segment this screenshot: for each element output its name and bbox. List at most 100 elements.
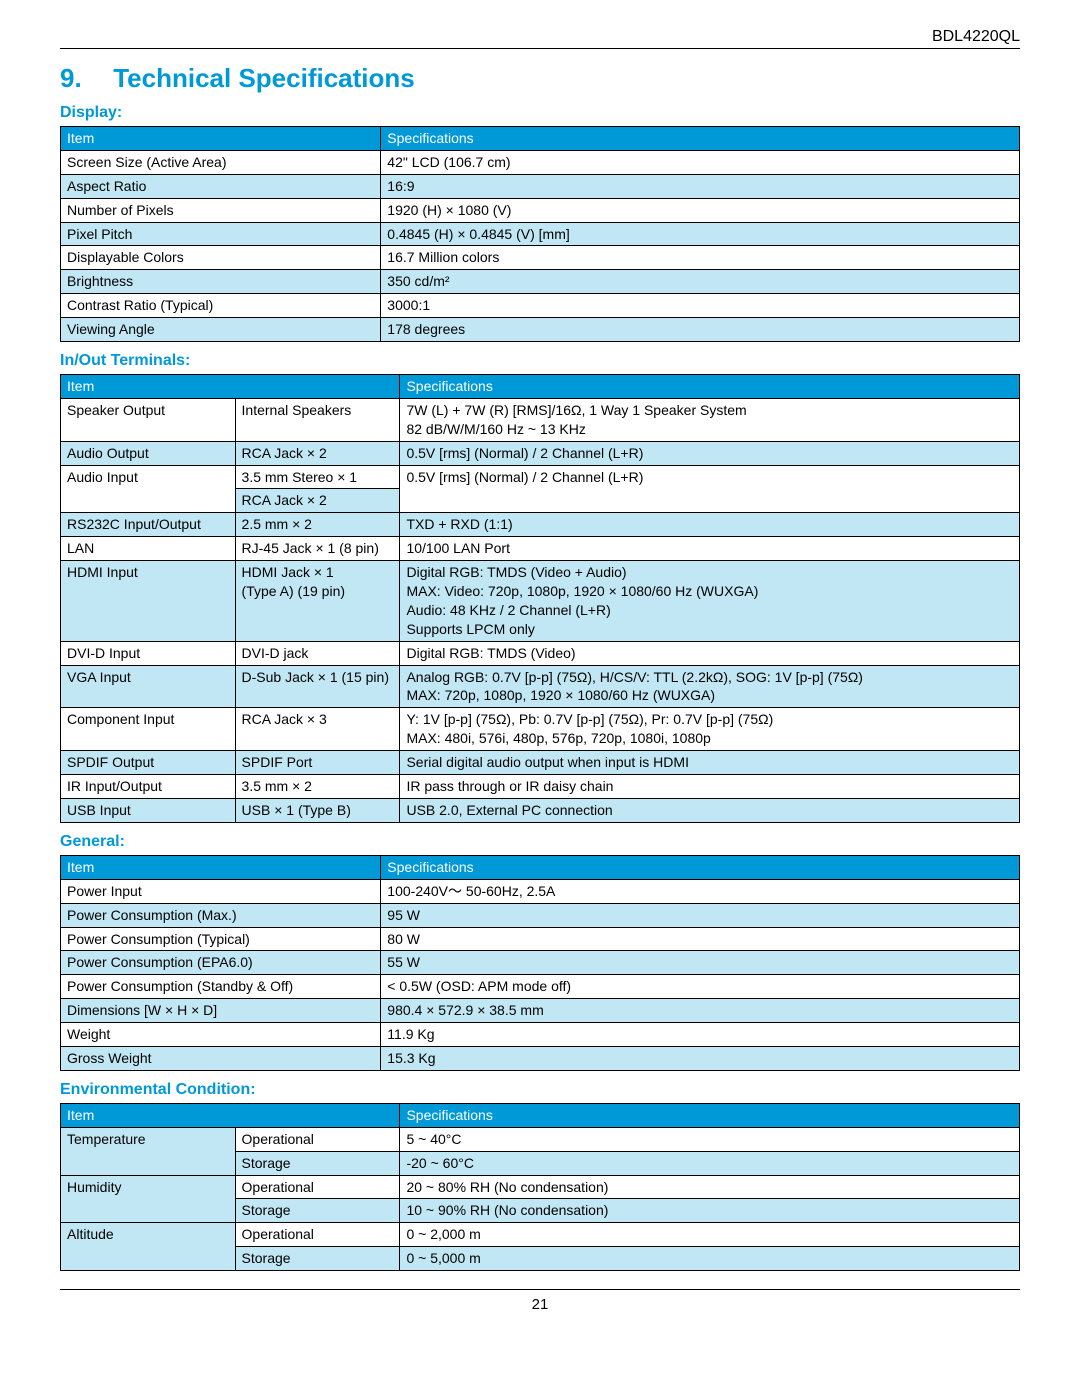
table-cell: Viewing Angle xyxy=(61,318,381,342)
table-row: Pixel Pitch0.4845 (H) × 0.4845 (V) [mm] xyxy=(61,222,1020,246)
table-cell: Analog RGB: 0.7V [p-p] (75Ω), H/CS/V: TT… xyxy=(400,665,1020,708)
table-row: Screen Size (Active Area)42" LCD (106.7 … xyxy=(61,150,1020,174)
table-terminals: Item Specifications Speaker OutputIntern… xyxy=(60,374,1020,823)
table-cell: IR Input/Output xyxy=(61,775,236,799)
table-display: Item Specifications Screen Size (Active … xyxy=(60,126,1020,342)
table-cell: TXD + RXD (1:1) xyxy=(400,513,1020,537)
table-cell: Serial digital audio output when input i… xyxy=(400,751,1020,775)
table-cell: 10/100 LAN Port xyxy=(400,537,1020,561)
table-cell: LAN xyxy=(61,537,236,561)
table-cell: 350 cd/m² xyxy=(381,270,1020,294)
table-row: Power Input100-240V〜 50-60Hz, 2.5A xyxy=(61,879,1020,903)
table-cell: 0 ~ 5,000 m xyxy=(400,1247,1020,1271)
table-cell: Y: 1V [p-p] (75Ω), Pb: 0.7V [p-p] (75Ω),… xyxy=(400,708,1020,751)
table-cell: Gross Weight xyxy=(61,1046,381,1070)
table-cell: Pixel Pitch xyxy=(61,222,381,246)
table-row: HDMI InputHDMI Jack × 1(Type A) (19 pin)… xyxy=(61,561,1020,642)
table-row: HumidityOperational20 ~ 80% RH (No conde… xyxy=(61,1175,1020,1199)
table-cell: Component Input xyxy=(61,708,236,751)
table-cell: 0.4845 (H) × 0.4845 (V) [mm] xyxy=(381,222,1020,246)
table-cell: Digital RGB: TMDS (Video + Audio)MAX: Vi… xyxy=(400,561,1020,642)
table-row: Displayable Colors16.7 Million colors xyxy=(61,246,1020,270)
table-cell: 55 W xyxy=(381,951,1020,975)
table-row: Audio OutputRCA Jack × 20.5V [rms] (Norm… xyxy=(61,441,1020,465)
table-row: Speaker OutputInternal Speakers7W (L) + … xyxy=(61,398,1020,441)
table-cell: Audio Output xyxy=(61,441,236,465)
table-cell: 16.7 Million colors xyxy=(381,246,1020,270)
table-cell: RCA Jack × 2 xyxy=(235,489,400,513)
th-spec: Specifications xyxy=(381,855,1020,879)
table-row: Audio Input3.5 mm Stereo × 10.5V [rms] (… xyxy=(61,465,1020,489)
table-cell: VGA Input xyxy=(61,665,236,708)
table-cell: 980.4 × 572.9 × 38.5 mm xyxy=(381,999,1020,1023)
table-row: Power Consumption (Typical)80 W xyxy=(61,927,1020,951)
table-row: Number of Pixels1920 (H) × 1080 (V) xyxy=(61,198,1020,222)
table-cell: Digital RGB: TMDS (Video) xyxy=(400,641,1020,665)
table-row: AltitudeOperational0 ~ 2,000 m xyxy=(61,1223,1020,1247)
table-cell: 0 ~ 2,000 m xyxy=(400,1223,1020,1247)
table-cell: IR pass through or IR daisy chain xyxy=(400,775,1020,799)
table-cell: 20 ~ 80% RH (No condensation) xyxy=(400,1175,1020,1199)
table-cell: RCA Jack × 2 xyxy=(235,441,400,465)
table-cell: Power Consumption (Standby & Off) xyxy=(61,975,381,999)
table-cell: 5 ~ 40°C xyxy=(400,1127,1020,1151)
table-cell: Dimensions [W × H × D] xyxy=(61,999,381,1023)
table-row: TemperatureOperational5 ~ 40°C xyxy=(61,1127,1020,1151)
table-row: Dimensions [W × H × D]980.4 × 572.9 × 38… xyxy=(61,999,1020,1023)
table-cell: 3.5 mm × 2 xyxy=(235,775,400,799)
table-cell: Internal Speakers xyxy=(235,398,400,441)
table-cell: Temperature xyxy=(61,1127,236,1175)
table-row: Gross Weight15.3 Kg xyxy=(61,1046,1020,1070)
table-row: Aspect Ratio16:9 xyxy=(61,174,1020,198)
th-spec: Specifications xyxy=(381,127,1020,151)
table-cell: Contrast Ratio (Typical) xyxy=(61,294,381,318)
table-row: Power Consumption (Max.)95 W xyxy=(61,903,1020,927)
th-item: Item xyxy=(61,1103,400,1127)
table-cell: Power Consumption (Max.) xyxy=(61,903,381,927)
table-row: SPDIF OutputSPDIF PortSerial digital aud… xyxy=(61,751,1020,775)
table-cell: Operational xyxy=(235,1175,400,1199)
table-cell: 3000:1 xyxy=(381,294,1020,318)
table-row: DVI-D InputDVI-D jackDigital RGB: TMDS (… xyxy=(61,641,1020,665)
table-cell: SPDIF Port xyxy=(235,751,400,775)
table-cell: 3.5 mm Stereo × 1 xyxy=(235,465,400,489)
table-cell: RCA Jack × 3 xyxy=(235,708,400,751)
table-row: Power Consumption (EPA6.0)55 W xyxy=(61,951,1020,975)
table-cell: 178 degrees xyxy=(381,318,1020,342)
table-cell: Power Consumption (Typical) xyxy=(61,927,381,951)
table-cell: Weight xyxy=(61,1023,381,1047)
table-cell: Speaker Output xyxy=(61,398,236,441)
table-cell: Operational xyxy=(235,1223,400,1247)
table-cell: D-Sub Jack × 1 (15 pin) xyxy=(235,665,400,708)
table-cell: 42" LCD (106.7 cm) xyxy=(381,150,1020,174)
table-cell: RS232C Input/Output xyxy=(61,513,236,537)
table-cell: DVI-D Input xyxy=(61,641,236,665)
table-cell: HDMI Input xyxy=(61,561,236,642)
subheading-env: Environmental Condition: xyxy=(60,1081,1020,1099)
table-general: Item Specifications Power Input100-240V〜… xyxy=(60,855,1020,1071)
table-cell: 15.3 Kg xyxy=(381,1046,1020,1070)
table-row: Viewing Angle178 degrees xyxy=(61,318,1020,342)
table-cell: Displayable Colors xyxy=(61,246,381,270)
table-cell: SPDIF Output xyxy=(61,751,236,775)
table-row: Weight11.9 Kg xyxy=(61,1023,1020,1047)
th-spec: Specifications xyxy=(400,375,1020,399)
table-cell: Storage xyxy=(235,1151,400,1175)
section-number: 9. xyxy=(60,63,106,94)
table-row: USB InputUSB × 1 (Type B)USB 2.0, Extern… xyxy=(61,798,1020,822)
table-cell: 95 W xyxy=(381,903,1020,927)
table-cell: USB × 1 (Type B) xyxy=(235,798,400,822)
table-row: Component InputRCA Jack × 3Y: 1V [p-p] (… xyxy=(61,708,1020,751)
table-cell: 2.5 mm × 2 xyxy=(235,513,400,537)
th-item: Item xyxy=(61,127,381,151)
page-number: 21 xyxy=(532,1296,549,1313)
subheading-general: General: xyxy=(60,833,1020,851)
table-cell: Operational xyxy=(235,1127,400,1151)
table-cell: DVI-D jack xyxy=(235,641,400,665)
table-cell: Number of Pixels xyxy=(61,198,381,222)
subheading-terminals: In/Out Terminals: xyxy=(60,352,1020,370)
table-cell: Power Consumption (EPA6.0) xyxy=(61,951,381,975)
table-cell: Aspect Ratio xyxy=(61,174,381,198)
table-cell: Humidity xyxy=(61,1175,236,1223)
table-cell: 1920 (H) × 1080 (V) xyxy=(381,198,1020,222)
